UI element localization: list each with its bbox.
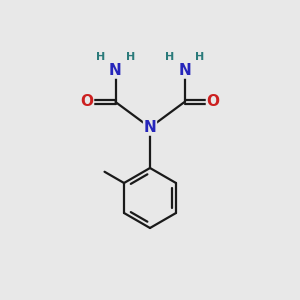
Text: H: H [165, 52, 174, 62]
Text: N: N [178, 63, 191, 78]
Text: O: O [206, 94, 220, 110]
Text: H: H [126, 52, 135, 62]
Text: O: O [80, 94, 94, 110]
Text: N: N [109, 63, 122, 78]
Text: H: H [195, 52, 204, 62]
Text: H: H [96, 52, 105, 62]
Text: N: N [144, 120, 156, 135]
